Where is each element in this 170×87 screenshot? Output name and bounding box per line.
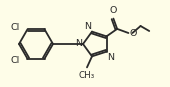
Text: N: N <box>75 39 82 48</box>
Text: CH₃: CH₃ <box>79 71 95 80</box>
Text: Cl: Cl <box>10 23 20 32</box>
Text: Cl: Cl <box>10 56 20 65</box>
Text: O: O <box>110 6 117 15</box>
Text: N: N <box>107 53 115 62</box>
Text: O: O <box>129 29 137 37</box>
Text: N: N <box>84 22 91 31</box>
